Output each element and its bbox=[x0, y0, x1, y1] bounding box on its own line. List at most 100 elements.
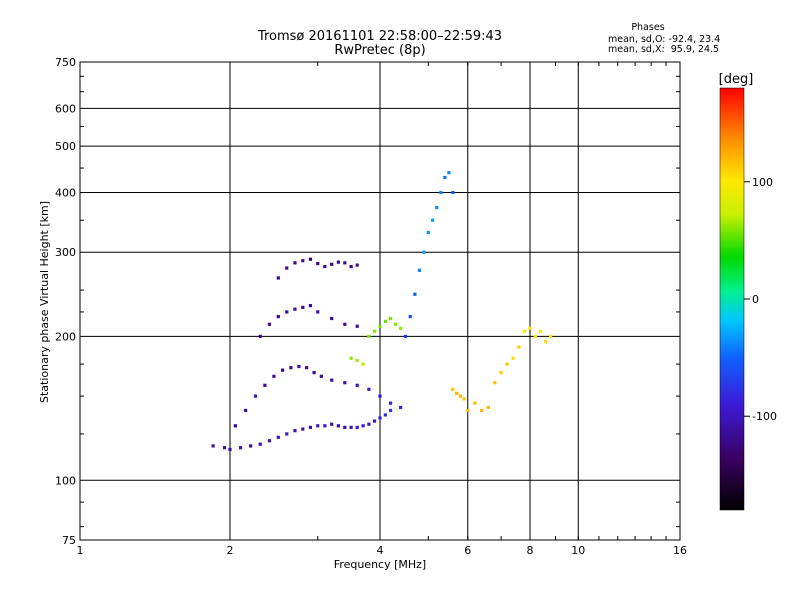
data-point bbox=[280, 368, 285, 372]
data-point bbox=[388, 401, 393, 405]
data-point bbox=[538, 329, 543, 333]
colorbar-tick-label: -100 bbox=[752, 410, 777, 423]
data-point bbox=[343, 322, 347, 326]
data-point bbox=[293, 261, 297, 265]
chart-subtitle: RwPretec (8p) bbox=[334, 43, 425, 58]
x-axis-ticks: 1 2 4 6 8 10 16 bbox=[77, 62, 687, 557]
data-point bbox=[378, 416, 382, 420]
x-tick-label: 16 bbox=[673, 544, 687, 557]
x-tick-label: 2 bbox=[227, 544, 234, 557]
data-point bbox=[330, 422, 334, 426]
data-point bbox=[361, 362, 365, 366]
data-point bbox=[249, 444, 253, 448]
x-axis-label: Frequency [MHz] bbox=[334, 558, 426, 571]
data-point bbox=[308, 303, 313, 308]
data-point bbox=[422, 250, 426, 254]
y-axis-ticks: 75 100 200 300 400 500 600 750 bbox=[55, 56, 680, 547]
data-point bbox=[451, 190, 455, 195]
data-point bbox=[372, 329, 377, 333]
colorbar-ticks: 100 0 -100 bbox=[744, 176, 777, 423]
data-point bbox=[343, 261, 347, 265]
data-point bbox=[399, 326, 403, 330]
data-point bbox=[336, 260, 340, 264]
data-point bbox=[228, 447, 232, 452]
data-point bbox=[233, 424, 237, 428]
data-point bbox=[480, 408, 484, 413]
data-point bbox=[383, 413, 387, 417]
data-point bbox=[349, 425, 353, 430]
data-point bbox=[267, 322, 272, 326]
data-point bbox=[323, 264, 327, 269]
data-point bbox=[505, 362, 509, 366]
data-point bbox=[330, 262, 334, 266]
data-point bbox=[316, 424, 320, 428]
data-point bbox=[522, 329, 527, 333]
data-point bbox=[361, 424, 365, 428]
colorbar-tick-label: 100 bbox=[752, 176, 773, 189]
y-tick-label: 300 bbox=[55, 246, 76, 259]
data-point bbox=[355, 358, 359, 363]
data-point bbox=[462, 397, 466, 401]
data-point bbox=[388, 408, 393, 413]
data-point bbox=[426, 230, 430, 235]
data-point bbox=[263, 383, 267, 387]
data-point bbox=[289, 366, 293, 370]
data-point bbox=[403, 334, 408, 338]
data-point bbox=[533, 334, 537, 338]
data-point bbox=[399, 405, 403, 410]
colorbar bbox=[719, 87, 745, 511]
data-point bbox=[517, 345, 521, 349]
x-tick-label: 1 bbox=[77, 544, 84, 557]
data-point bbox=[308, 425, 313, 430]
y-tick-label: 600 bbox=[55, 102, 76, 115]
data-point bbox=[451, 387, 455, 391]
y-tick-label: 500 bbox=[55, 140, 76, 153]
data-point bbox=[439, 190, 443, 195]
data-point bbox=[499, 370, 503, 375]
data-point bbox=[349, 264, 353, 269]
data-point bbox=[367, 387, 371, 391]
data-point bbox=[336, 424, 340, 428]
data-point bbox=[435, 205, 439, 210]
data-point bbox=[493, 381, 497, 385]
data-point bbox=[276, 276, 280, 280]
data-point bbox=[486, 405, 490, 410]
data-point bbox=[473, 401, 477, 405]
data-point bbox=[430, 218, 435, 222]
colorbar-tick-label: 0 bbox=[752, 293, 759, 306]
data-point bbox=[388, 316, 393, 321]
stats-line-o: mean, sd,O: -92.4, 23.4 bbox=[608, 34, 720, 45]
y-tick-label: 200 bbox=[55, 330, 76, 343]
data-point bbox=[511, 356, 515, 360]
data-point bbox=[458, 394, 463, 398]
data-point bbox=[330, 378, 334, 382]
data-point bbox=[355, 383, 359, 387]
y-tick-label: 750 bbox=[55, 56, 76, 69]
data-point bbox=[349, 356, 353, 360]
data-point bbox=[383, 319, 387, 323]
data-point bbox=[378, 324, 382, 328]
y-tick-label: 100 bbox=[55, 474, 76, 487]
x-tick-label: 6 bbox=[464, 544, 471, 557]
x-tick-label: 8 bbox=[527, 544, 534, 557]
data-point bbox=[293, 429, 297, 433]
data-point bbox=[285, 266, 289, 270]
data-point bbox=[355, 324, 359, 328]
data-point bbox=[244, 408, 248, 413]
data-point bbox=[466, 408, 470, 413]
data-point bbox=[293, 307, 297, 311]
data-point bbox=[312, 370, 316, 375]
data-point bbox=[305, 366, 309, 370]
data-point bbox=[528, 326, 532, 330]
data-point bbox=[355, 263, 359, 267]
data-point bbox=[367, 422, 371, 426]
data-point bbox=[343, 381, 347, 385]
data-point bbox=[258, 442, 262, 446]
data-point bbox=[417, 268, 422, 272]
data-point bbox=[267, 439, 272, 443]
data-point bbox=[316, 310, 320, 314]
data-point bbox=[394, 322, 398, 326]
data-point bbox=[301, 305, 305, 309]
data-point bbox=[443, 175, 447, 180]
data-point bbox=[253, 394, 258, 398]
